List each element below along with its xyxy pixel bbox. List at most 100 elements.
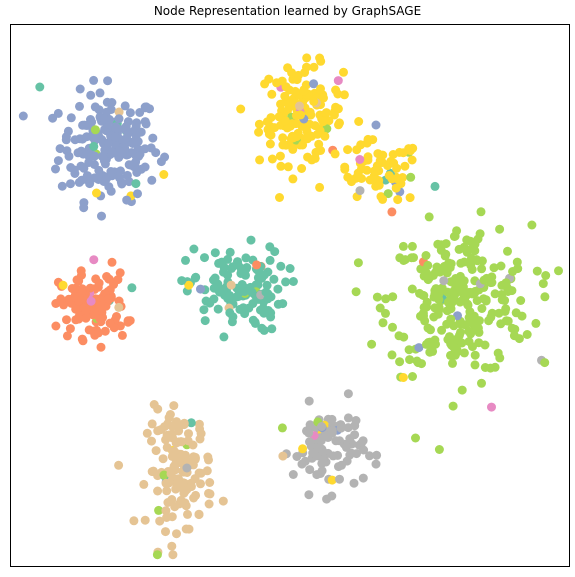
scatter-point bbox=[131, 157, 141, 167]
scatter-point bbox=[304, 396, 314, 406]
scatter-point bbox=[304, 490, 314, 500]
scatter-point bbox=[194, 509, 204, 519]
scatter-point bbox=[372, 292, 382, 302]
scatter-point bbox=[387, 350, 397, 360]
scatter-point bbox=[447, 341, 457, 351]
scatter-point bbox=[246, 235, 256, 245]
scatter-point bbox=[65, 324, 75, 334]
scatter-point bbox=[430, 181, 440, 191]
scatter-point bbox=[353, 168, 363, 178]
scatter-point bbox=[439, 276, 449, 286]
scatter-point bbox=[309, 97, 319, 106]
scatter-point bbox=[284, 102, 294, 112]
scatter-point bbox=[448, 401, 458, 411]
scatter-point bbox=[350, 430, 360, 440]
scatter-point bbox=[407, 241, 417, 251]
scatter-point bbox=[383, 189, 393, 199]
scatter-point bbox=[473, 234, 483, 244]
scatter-point bbox=[467, 289, 477, 299]
scatter-point bbox=[125, 108, 135, 118]
scatter-point bbox=[554, 266, 563, 276]
scatter-point bbox=[90, 102, 100, 112]
scatter-point bbox=[90, 125, 100, 135]
scatter-point bbox=[331, 436, 341, 446]
scatter-point bbox=[513, 264, 523, 274]
scatter-point bbox=[486, 363, 495, 373]
scatter-point bbox=[399, 332, 409, 342]
scatter-point bbox=[457, 385, 467, 395]
scatter-point bbox=[158, 454, 168, 464]
scatter-point bbox=[225, 247, 235, 257]
scatter-point bbox=[350, 421, 360, 431]
scatter-point bbox=[423, 260, 433, 270]
scatter-point bbox=[151, 446, 161, 456]
scatter-point bbox=[290, 86, 300, 96]
scatter-point bbox=[69, 165, 79, 175]
scatter-point bbox=[407, 253, 417, 263]
scatter-point bbox=[269, 274, 279, 284]
scatter-point bbox=[298, 140, 308, 150]
scatter-point bbox=[223, 254, 233, 264]
scatter-point bbox=[412, 356, 422, 366]
scatter-point bbox=[172, 529, 181, 539]
scatter-point bbox=[414, 343, 424, 353]
scatter-point bbox=[316, 84, 325, 94]
scatter-point bbox=[336, 423, 346, 433]
scatter-point bbox=[474, 338, 484, 348]
scatter-point bbox=[452, 226, 462, 236]
scatter-point bbox=[140, 162, 150, 172]
scatter-point bbox=[288, 470, 298, 479]
scatter-point bbox=[112, 123, 122, 133]
scatter-point bbox=[152, 550, 162, 560]
scatter-point bbox=[355, 155, 365, 164]
scatter-point bbox=[58, 280, 68, 290]
scatter-point bbox=[459, 348, 469, 358]
scatter-point bbox=[446, 277, 456, 287]
scatter-point bbox=[358, 473, 368, 483]
scatter-point bbox=[195, 434, 205, 444]
scatter-point bbox=[341, 442, 351, 452]
scatter-point bbox=[287, 68, 297, 78]
scatter-point bbox=[209, 294, 219, 304]
scatter-point bbox=[133, 189, 142, 199]
scatter-point bbox=[106, 167, 116, 176]
scatter-point bbox=[538, 279, 548, 289]
scatter-point bbox=[181, 255, 190, 265]
scatter-point bbox=[531, 318, 541, 328]
scatter-point bbox=[237, 265, 246, 275]
scatter-point bbox=[200, 253, 209, 263]
scatter-point bbox=[406, 146, 415, 156]
scatter-point bbox=[311, 147, 321, 157]
scatter-point bbox=[419, 302, 429, 312]
scatter-point bbox=[446, 350, 455, 360]
scatter-point bbox=[275, 193, 284, 202]
scatter-point bbox=[101, 175, 111, 184]
scatter-point bbox=[381, 294, 391, 304]
scatter-point bbox=[167, 541, 177, 551]
scatter-point bbox=[89, 75, 99, 85]
scatter-point bbox=[372, 450, 382, 460]
scatter-point bbox=[104, 138, 113, 148]
scatter-point bbox=[97, 135, 107, 145]
scatter-point bbox=[312, 470, 322, 480]
scatter-point bbox=[503, 246, 512, 256]
scatter-point bbox=[194, 419, 204, 429]
scatter-point bbox=[189, 493, 199, 503]
scatter-point bbox=[255, 155, 265, 165]
scatter-point bbox=[495, 224, 505, 234]
scatter-point bbox=[95, 301, 105, 311]
scatter-point bbox=[411, 433, 420, 443]
scatter-point bbox=[393, 195, 403, 205]
scatter-point bbox=[254, 119, 264, 129]
scatter-point bbox=[305, 465, 315, 475]
scatter-point bbox=[18, 111, 28, 121]
scatter-point bbox=[129, 516, 139, 526]
scatter-point bbox=[71, 304, 81, 314]
scatter-point bbox=[316, 56, 326, 66]
scatter-point bbox=[170, 451, 180, 461]
scatter-point bbox=[72, 275, 82, 285]
scatter-point bbox=[474, 316, 484, 326]
scatter-point bbox=[147, 467, 157, 477]
scatter-point bbox=[476, 207, 486, 217]
